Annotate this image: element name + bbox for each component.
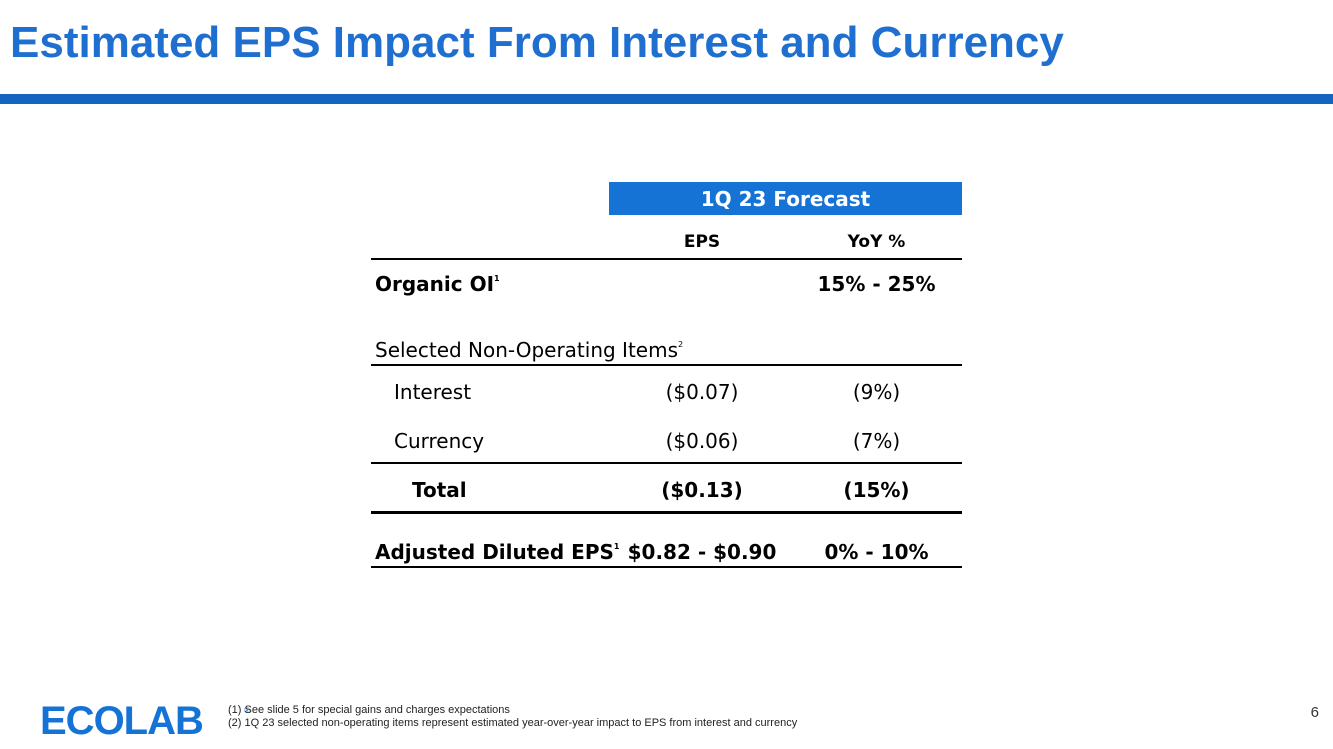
row-label: Organic OI1 [375, 272, 500, 296]
footnotes: (1) See slide 5 for special gains and ch… [228, 704, 797, 730]
row-yoy: 0% - 10% [824, 540, 929, 564]
row-yoy: (15%) [843, 478, 910, 502]
row-yoy: (7%) [852, 429, 901, 453]
row-eps: ($0.06) [665, 429, 739, 453]
logo-wordmark: ECOLAB [40, 699, 204, 743]
title-underline-bar [0, 94, 1333, 104]
section-label: Selected Non-Operating Items2 [375, 338, 684, 362]
row-eps: ($0.07) [665, 380, 739, 404]
row-label: Interest [394, 380, 472, 404]
rule-bottom [371, 566, 962, 568]
row-label: Adjusted Diluted EPS1 [375, 540, 620, 564]
registered-mark: ® [244, 706, 250, 715]
page-title: Estimated EPS Impact From Interest and C… [10, 18, 1064, 67]
row-label: Total [412, 478, 467, 502]
row-eps: ($0.13) [661, 478, 743, 502]
footnote-2: (2) 1Q 23 selected non-operating items r… [228, 717, 798, 729]
row-label: Currency [394, 429, 485, 453]
row-yoy: 15% - 25% [817, 272, 936, 296]
row-yoy: (9%) [852, 380, 901, 404]
ecolab-logo: ECOLAB ® [40, 699, 250, 743]
rule-currency [371, 462, 962, 464]
rule-section [371, 364, 962, 366]
row-eps: $0.82 - $0.90 [627, 540, 777, 564]
col-header-yoy: YoY % [847, 232, 906, 252]
forecast-header: 1Q 23 Forecast [609, 182, 962, 215]
rule-total [371, 511, 962, 514]
rule-header [371, 258, 962, 260]
col-header-eps: EPS [683, 232, 721, 252]
page-number: 6 [1310, 704, 1319, 721]
footnote-1: (1) See slide 5 for special gains and ch… [228, 704, 510, 716]
